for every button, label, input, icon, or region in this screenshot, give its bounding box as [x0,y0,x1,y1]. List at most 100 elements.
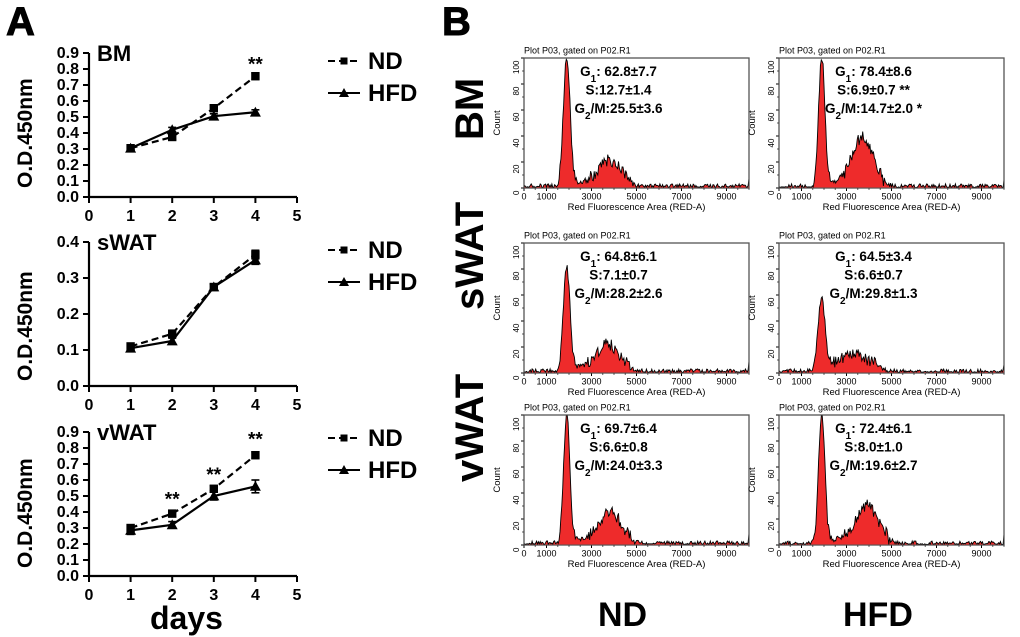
svg-text:7000: 7000 [671,549,691,559]
svg-text:Red Fluorescence Area (RED-A): Red Fluorescence Area (RED-A) [568,202,706,213]
svg-text:Plot P03, gated on P02.R1: Plot P03, gated on P02.R1 [779,403,886,413]
svg-text:S:6.9±0.7 **: S:6.9±0.7 ** [837,83,910,98]
svg-text:0: 0 [85,587,94,604]
svg-text:3000: 3000 [581,192,601,202]
svg-text:Red Fluorescence Area (RED-A): Red Fluorescence Area (RED-A) [568,387,706,398]
svg-text:Count: Count [747,467,758,493]
svg-text:0.0: 0.0 [57,568,79,585]
svg-text:9000: 9000 [716,377,736,387]
svg-text:Count: Count [492,110,503,136]
svg-text:80: 80 [512,86,521,95]
svg-text:HFD: HFD [368,80,417,107]
svg-text:5000: 5000 [881,549,901,559]
svg-text:0: 0 [776,377,781,387]
svg-text:60: 60 [767,469,776,478]
svg-text:20: 20 [767,164,776,173]
svg-text:3000: 3000 [836,549,856,559]
svg-text:40: 40 [512,495,521,504]
svg-text:HFD: HFD [368,457,417,484]
svg-text:0: 0 [521,549,526,559]
svg-text:0.3: 0.3 [57,141,79,158]
svg-text:Plot P03, gated on P02.R1: Plot P03, gated on P02.R1 [779,46,886,56]
svg-text:0.7: 0.7 [57,77,79,94]
svg-text:9000: 9000 [971,192,991,202]
svg-text:100: 100 [512,417,521,431]
svg-text:0.4: 0.4 [57,234,79,251]
svg-text:Count: Count [492,467,503,493]
svg-text:Red Fluorescence Area (RED-A): Red Fluorescence Area (RED-A) [823,387,961,398]
svg-text:1000: 1000 [791,549,811,559]
svg-text:Red Fluorescence Area (RED-A): Red Fluorescence Area (RED-A) [823,559,961,570]
svg-text:BM: BM [97,41,131,66]
svg-text:1000: 1000 [791,377,811,387]
svg-text:0.4: 0.4 [57,504,79,521]
svg-text:Count: Count [747,295,758,321]
svg-text:5000: 5000 [881,192,901,202]
svg-text:100: 100 [767,417,776,431]
svg-text:20: 20 [767,521,776,530]
svg-text:5000: 5000 [626,549,646,559]
svg-text:0: 0 [776,549,781,559]
svg-text:40: 40 [512,138,521,147]
svg-text:0.9: 0.9 [57,45,79,62]
svg-text:0.3: 0.3 [57,520,79,537]
svg-text:0.7: 0.7 [57,456,79,473]
svg-text:Plot P03, gated on P02.R1: Plot P03, gated on P02.R1 [779,231,886,241]
svg-text:Red Fluorescence Area (RED-A): Red Fluorescence Area (RED-A) [568,559,706,570]
svg-text:1000: 1000 [536,549,556,559]
svg-text:1000: 1000 [791,192,811,202]
svg-text:0: 0 [512,547,521,552]
svg-text:0.8: 0.8 [57,440,79,457]
svg-text:ND: ND [368,237,403,264]
svg-text:40: 40 [767,323,776,332]
svg-text:Plot P03, gated on P02.R1: Plot P03, gated on P02.R1 [524,403,631,413]
svg-text:7000: 7000 [671,192,691,202]
svg-text:5: 5 [293,587,302,604]
svg-text:9000: 9000 [971,549,991,559]
svg-text:ND: ND [368,425,403,452]
svg-text:Count: Count [492,295,503,321]
svg-text:9000: 9000 [716,192,736,202]
svg-text:**: ** [248,55,263,76]
svg-text:60: 60 [767,112,776,121]
svg-text:80: 80 [767,271,776,280]
svg-text:Count: Count [747,110,758,136]
svg-text:3000: 3000 [836,192,856,202]
svg-text:60: 60 [512,297,521,306]
svg-text:20: 20 [767,349,776,358]
svg-text:0.1: 0.1 [57,173,79,190]
svg-text:7000: 7000 [926,549,946,559]
svg-text:0.2: 0.2 [57,306,79,323]
svg-text:7000: 7000 [926,377,946,387]
svg-text:S:8.0±1.0: S:8.0±1.0 [844,440,902,455]
svg-text:0.1: 0.1 [57,342,79,359]
svg-text:Plot P03, gated on P02.R1: Plot P03, gated on P02.R1 [524,46,631,56]
svg-text:vWAT: vWAT [97,420,157,445]
svg-text:5000: 5000 [881,377,901,387]
svg-text:S:7.1±0.7: S:7.1±0.7 [589,268,647,283]
svg-text:0: 0 [767,547,776,552]
svg-text:40: 40 [512,323,521,332]
svg-text:100: 100 [767,245,776,259]
svg-text:**: ** [206,465,221,486]
svg-text:20: 20 [512,164,521,173]
svg-text:80: 80 [512,271,521,280]
svg-text:0.1: 0.1 [57,552,79,569]
svg-text:60: 60 [512,112,521,121]
svg-text:S:12.7±1.4: S:12.7±1.4 [586,83,652,98]
svg-text:Plot P03, gated on P02.R1: Plot P03, gated on P02.R1 [524,231,631,241]
svg-text:5000: 5000 [626,377,646,387]
svg-text:0.4: 0.4 [57,125,79,142]
svg-text:0.5: 0.5 [57,109,79,126]
svg-text:sWAT: sWAT [97,230,157,255]
svg-text:0.8: 0.8 [57,61,79,78]
svg-text:80: 80 [512,443,521,452]
svg-text:0.5: 0.5 [57,488,79,505]
svg-text:40: 40 [767,138,776,147]
svg-text:S:6.6±0.8: S:6.6±0.8 [589,440,648,455]
svg-text:0.6: 0.6 [57,93,79,110]
svg-text:3000: 3000 [581,377,601,387]
svg-text:**: ** [165,490,180,511]
svg-text:HFD: HFD [368,269,417,296]
svg-text:0: 0 [512,375,521,380]
